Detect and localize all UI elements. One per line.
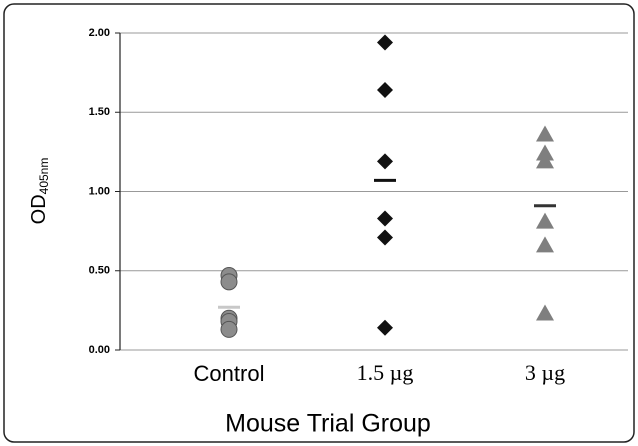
y-axis-label: OD405nm [28, 158, 51, 225]
x-tick-label: Control [194, 361, 265, 386]
y-tick-label: 1.50 [89, 106, 110, 118]
y-label-sub: 405nm [37, 158, 51, 195]
dot [536, 212, 554, 229]
dot [220, 273, 238, 291]
dot [536, 304, 554, 321]
dot [536, 152, 554, 169]
dot [377, 153, 393, 170]
dot [377, 34, 393, 51]
y-tick-label: 0.00 [89, 344, 110, 356]
y-tick-label: 0.50 [89, 265, 110, 277]
dot [220, 320, 238, 338]
y-tick-label: 2.00 [89, 27, 110, 39]
dot [536, 125, 554, 142]
y-label-main: OD [28, 194, 50, 224]
dot [536, 236, 554, 253]
x-tick-label: 1.5 µg [357, 360, 414, 385]
frame [3, 3, 635, 443]
x-tick-label: 3 µg [525, 360, 565, 385]
dot [377, 319, 393, 336]
dot [377, 82, 393, 99]
dot [377, 229, 393, 246]
x-axis-label: Mouse Trial Group [225, 410, 431, 438]
dot [377, 210, 393, 227]
y-tick-label: 1.00 [89, 185, 110, 197]
